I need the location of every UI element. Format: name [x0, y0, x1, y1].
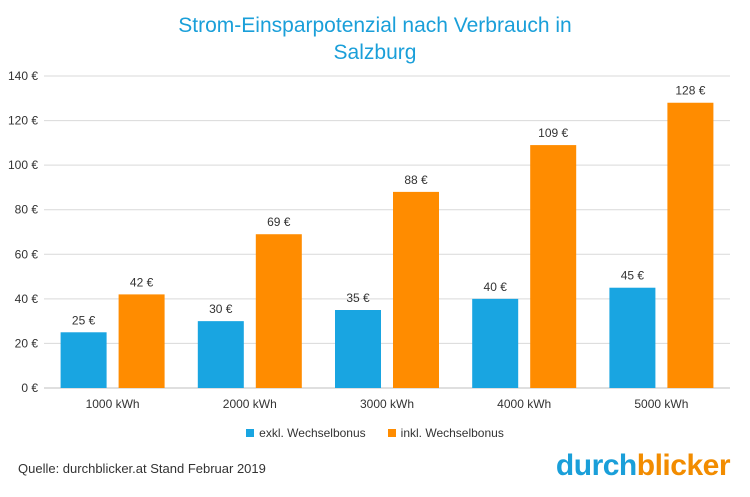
legend-swatch-exkl: [246, 429, 255, 437]
legend-swatch-inkl: [387, 429, 396, 437]
y-tick-label: 0 €: [21, 381, 38, 395]
x-tick-label: 3000 kWh: [360, 397, 414, 411]
bar: [197, 321, 244, 388]
y-tick-label: 20 €: [15, 336, 39, 350]
bar: [335, 310, 381, 388]
x-tick-label: 1000 kWh: [86, 397, 140, 411]
source-note: Quelle: durchblicker.at Stand Februar 20…: [18, 461, 266, 476]
data-label: 42 €: [130, 275, 154, 289]
bar: [530, 145, 577, 388]
y-tick-label: 120 €: [8, 114, 38, 128]
y-tick-label: 140 €: [8, 69, 38, 83]
data-label: 128 €: [675, 84, 705, 98]
x-tick-label: 4000 kWh: [497, 397, 551, 411]
brand-logo: durchblicker: [555, 449, 731, 483]
bar-chart: 0 € 20 € 40 € 60 € 80 € 100 € 120 € 140 € 25 € 42…: [8, 69, 730, 411]
legend-label-inkl: inkl. Wechselbonus: [400, 426, 504, 440]
legend-item-exkl: exkl. Wechselbonus: [246, 426, 366, 440]
y-tick-label: 100 €: [8, 158, 38, 172]
bar: [118, 294, 165, 388]
bar: [255, 234, 302, 388]
data-label: 40 €: [484, 280, 508, 294]
chart-title-line-2: Salzburg: [333, 41, 417, 64]
y-tick-label: 60 €: [15, 247, 39, 261]
legend-label-exkl: exkl. Wechselbonus: [259, 426, 366, 440]
y-tick-label: 80 €: [15, 203, 39, 217]
chart-title: Strom-Einsparpotenzial nach Verbrauch in…: [0, 12, 750, 66]
bar: [393, 191, 439, 388]
legend: exkl. Wechselbonus inkl. Wechselbonus: [0, 426, 750, 440]
data-label: 88 €: [404, 173, 428, 187]
bar: [667, 102, 714, 388]
x-tick-label: 5000 kWh: [634, 397, 688, 411]
bar: [60, 332, 107, 388]
bar: [609, 287, 656, 388]
bar: [472, 298, 519, 388]
data-label: 45 €: [621, 269, 645, 283]
brand-logo-part-2: blicker: [636, 449, 731, 482]
data-label: 35 €: [346, 291, 370, 305]
chart-title-line-1: Strom-Einsparpotenzial nach Verbrauch in: [178, 14, 572, 37]
data-label: 30 €: [209, 302, 233, 316]
brand-logo-part-1: durch: [555, 449, 637, 482]
x-tick-label: 2000 kWh: [223, 397, 277, 411]
data-label: 25 €: [72, 313, 96, 327]
legend-item-inkl: inkl. Wechselbonus: [387, 426, 504, 440]
data-label: 69 €: [267, 215, 291, 229]
data-label: 109 €: [538, 126, 568, 140]
y-tick-label: 40 €: [15, 292, 39, 306]
